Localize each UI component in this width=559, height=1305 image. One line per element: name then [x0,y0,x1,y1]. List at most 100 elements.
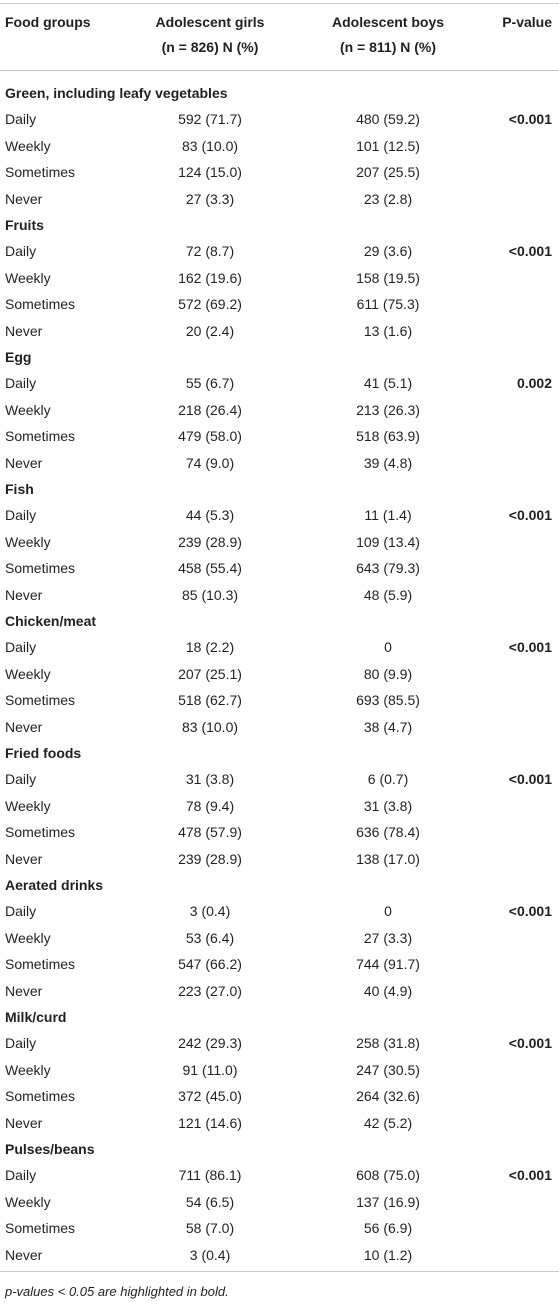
frequency-cell: Daily [5,771,37,788]
boys-cell: 101 (12.5) [356,137,420,154]
p-value-cell: <0.001 [508,1035,552,1052]
frequency-cell: Sometimes [5,560,76,577]
footnote: p-values < 0.05 are highlighted in bold. [5,1284,229,1299]
girls-cell: 207 (25.1) [178,665,242,682]
p-value-cell: <0.001 [508,771,552,788]
girls-cell: 572 (69.2) [178,296,242,313]
p-value-cell: <0.001 [508,507,552,524]
frequency-cell: Sometimes [5,1088,76,1105]
frequency-cell: Never [5,1114,43,1131]
p-value-cell: <0.001 [508,639,552,656]
girls-cell: 121 (14.6) [178,1114,242,1131]
boys-cell: 207 (25.5) [356,164,420,181]
girls-cell: 242 (29.3) [178,1035,242,1052]
girls-cell: 83 (10.0) [181,718,239,735]
boys-cell: 608 (75.0) [356,1167,420,1184]
boys-cell: 137 (16.9) [356,1193,420,1210]
boys-cell: 744 (91.7) [356,956,420,973]
frequency-cell: Never [5,718,43,735]
frequency-cell: Sometimes [5,164,76,181]
boys-cell: 40 (4.9) [363,982,413,999]
frequency-cell: Daily [5,639,37,656]
girls-cell: 239 (28.9) [178,533,242,550]
boys-cell: 11 (1.4) [364,507,412,524]
group-label: Fish [5,481,34,497]
boys-cell: 258 (31.8) [356,1035,420,1052]
frequency-cell: Never [5,982,43,999]
girls-cell: 3 (0.4) [189,1246,231,1263]
girls-cell: 518 (62.7) [178,692,242,709]
group-label: Chicken/meat [5,613,97,629]
group-label: Fried foods [5,745,82,761]
frequency-cell: Weekly [5,1193,51,1210]
girls-cell: 44 (5.3) [185,507,235,524]
girls-cell: 78 (9.4) [185,797,235,814]
girls-cell: 83 (10.0) [181,137,239,154]
girls-cell: 20 (2.4) [185,322,235,339]
group-label: Pulses/beans [5,1141,95,1157]
boys-cell: 158 (19.5) [356,269,420,286]
frequency-cell: Weekly [5,665,51,682]
frequency-cell: Never [5,322,43,339]
group-label: Egg [5,349,32,365]
boys-cell: 693 (85.5) [356,692,420,709]
girls-cell: 27 (3.3) [185,190,235,207]
girls-cell: 223 (27.0) [178,982,242,999]
top-rule [0,3,559,4]
boys-cell: 518 (63.9) [356,428,420,445]
girls-cell: 218 (26.4) [178,401,242,418]
boys-cell: 264 (32.6) [356,1088,420,1105]
p-value-cell: <0.001 [508,243,552,260]
girls-cell: 124 (15.0) [178,164,242,181]
girls-cell: 478 (57.9) [178,824,242,841]
boys-cell: 41 (5.1) [363,375,413,392]
boys-cell: 80 (9.9) [363,665,413,682]
girls-cell: 239 (28.9) [178,850,242,867]
p-value-cell: <0.001 [508,111,552,128]
boys-cell: 480 (59.2) [356,111,420,128]
boys-cell: 6 (0.7) [367,771,409,788]
header-cell: (n = 826) N (%) [161,39,259,55]
boys-cell: 27 (3.3) [363,929,413,946]
girls-cell: 372 (45.0) [178,1088,242,1105]
girls-cell: 547 (66.2) [178,956,242,973]
girls-cell: 74 (9.0) [185,454,235,471]
boys-cell: 636 (78.4) [356,824,420,841]
boys-cell: 109 (13.4) [356,533,420,550]
header-cell: Adolescent girls [155,14,265,30]
girls-cell: 3 (0.4) [189,903,231,920]
group-label: Fruits [5,217,44,233]
frequency-cell: Daily [5,1035,37,1052]
boys-cell: 643 (79.3) [356,560,420,577]
boys-cell: 38 (4.7) [363,718,413,735]
boys-cell: 31 (3.8) [363,797,413,814]
boys-cell: 56 (6.9) [363,1220,413,1237]
boys-cell: 0 [384,639,392,656]
header-rule [0,70,559,71]
boys-cell: 213 (26.3) [356,401,420,418]
p-value-cell: <0.001 [508,1167,552,1184]
frequency-cell: Weekly [5,137,51,154]
boys-cell: 138 (17.0) [356,850,420,867]
frequency-cell: Weekly [5,269,51,286]
header-cell: Adolescent boys [331,14,445,30]
boys-cell: 611 (75.3) [356,296,420,313]
frequency-cell: Weekly [5,533,51,550]
frequency-cell: Daily [5,507,37,524]
frequency-cell: Daily [5,111,37,128]
frequency-cell: Sometimes [5,296,76,313]
frequency-cell: Weekly [5,797,51,814]
frequency-cell: Never [5,1246,43,1263]
girls-cell: 58 (7.0) [185,1220,235,1237]
girls-cell: 458 (55.4) [178,560,242,577]
girls-cell: 18 (2.2) [185,639,235,656]
frequency-cell: Daily [5,903,37,920]
group-label: Milk/curd [5,1009,67,1025]
frequency-cell: Never [5,850,43,867]
group-label: Green, including leafy vegetables [5,85,228,101]
frequency-cell: Daily [5,375,37,392]
girls-cell: 72 (8.7) [185,243,235,260]
girls-cell: 54 (6.5) [185,1193,235,1210]
boys-cell: 10 (1.2) [363,1246,413,1263]
header-cell: Food groups [5,14,91,30]
